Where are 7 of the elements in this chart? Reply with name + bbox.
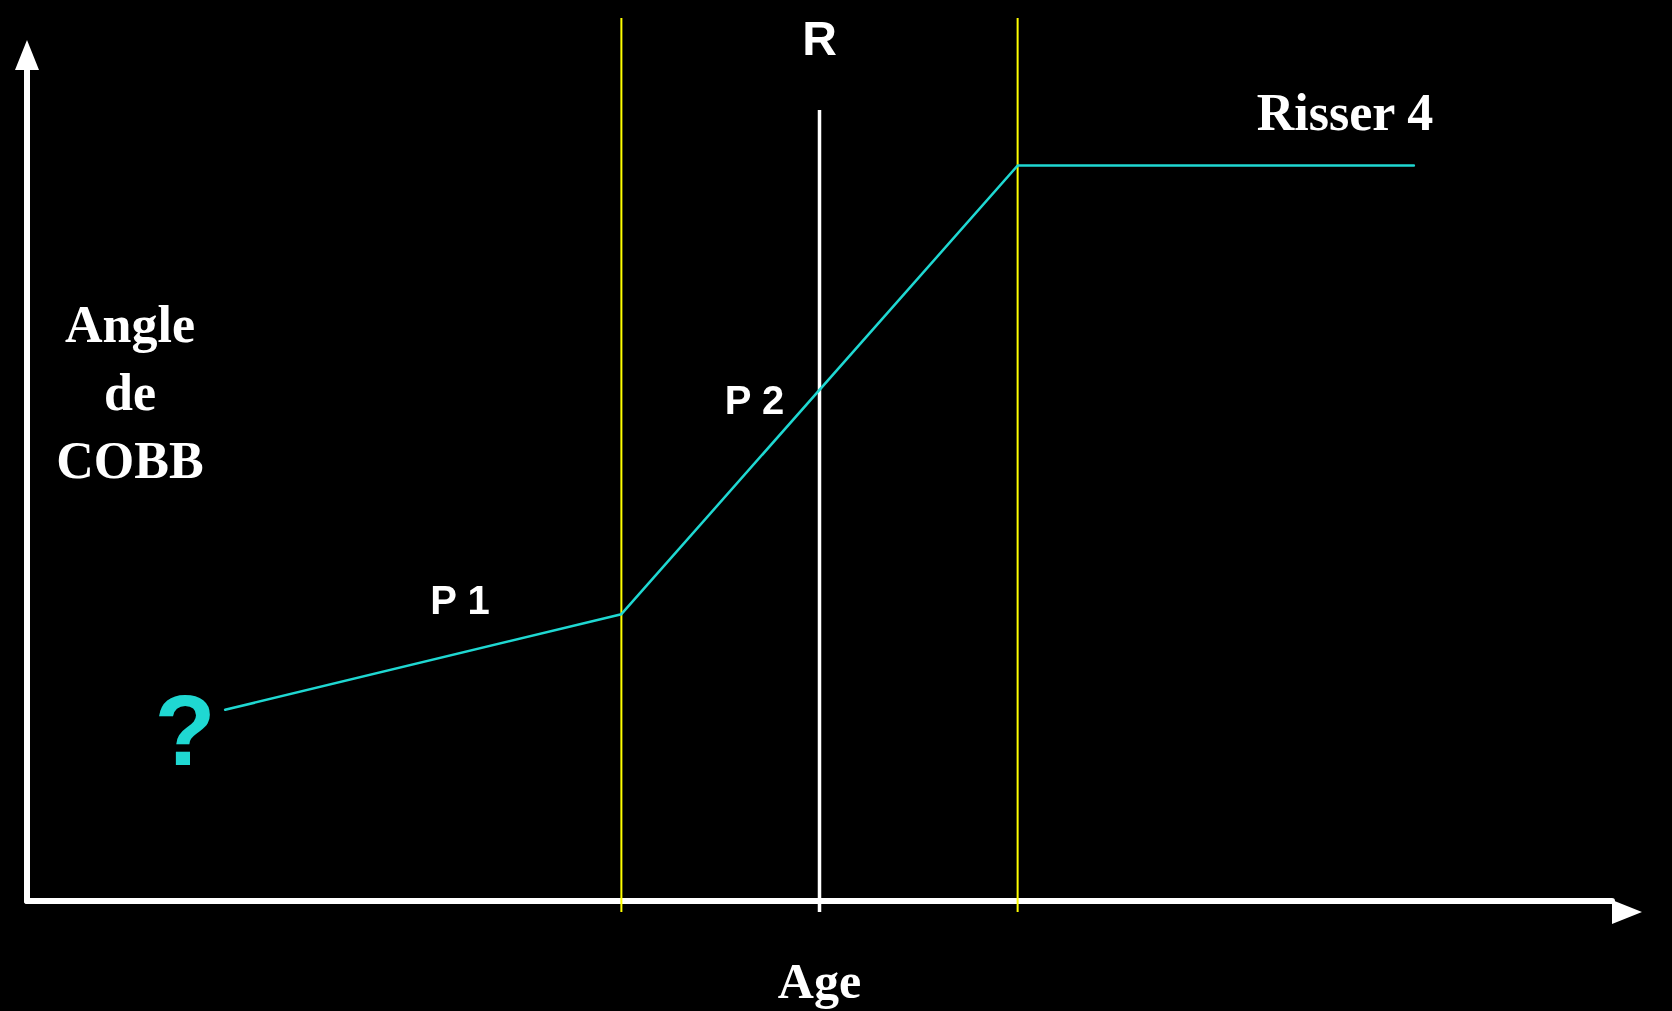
- annotation: ?: [154, 674, 216, 786]
- text: R: [802, 11, 837, 65]
- x-axis-title: Age: [777, 953, 862, 1009]
- text: Risser 4: [1256, 83, 1434, 141]
- y-axis-title: Angle de COBB: [56, 295, 204, 489]
- annotation: P 1: [430, 578, 490, 622]
- annotation: P 2: [724, 378, 785, 422]
